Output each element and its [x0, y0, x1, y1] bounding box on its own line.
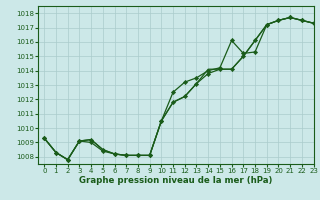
X-axis label: Graphe pression niveau de la mer (hPa): Graphe pression niveau de la mer (hPa): [79, 176, 273, 185]
